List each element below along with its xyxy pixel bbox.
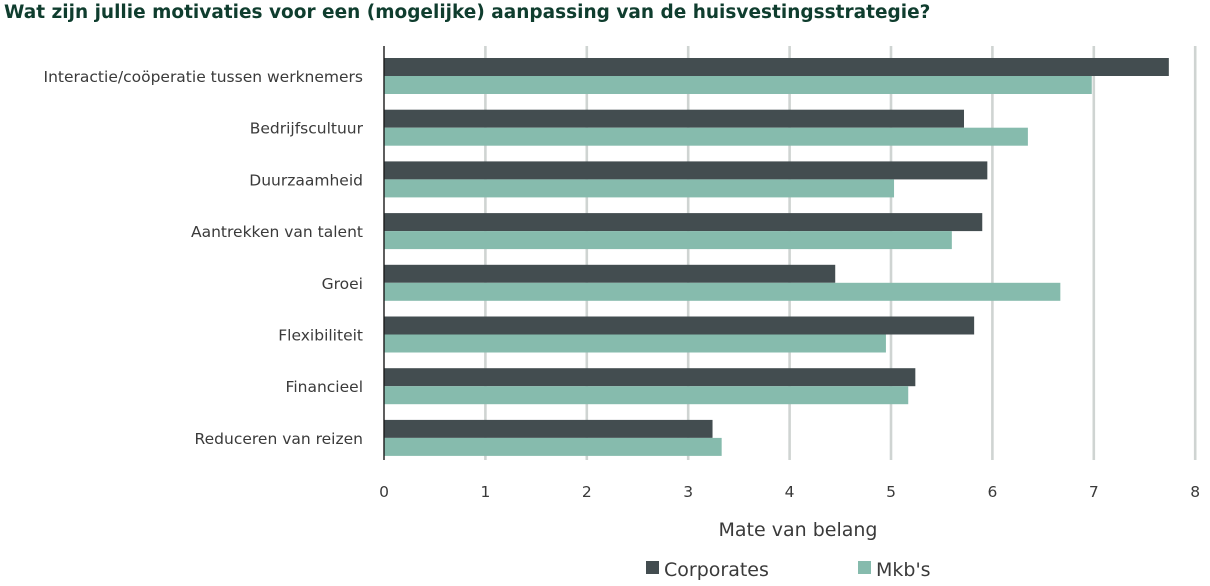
x-tick-label: 2: [582, 483, 592, 501]
bar-corporates: [384, 58, 1169, 76]
bar-corporates: [384, 419, 713, 438]
legend: Corporates Mkb's: [646, 559, 931, 581]
bar-mkbs: [384, 76, 1092, 94]
bar-mkbs: [384, 127, 1028, 146]
bars: [384, 58, 1169, 456]
x-axis-title: Mate van belang: [719, 519, 878, 541]
category-label: Flexibiliteit: [278, 327, 363, 345]
bar-mkbs: [384, 282, 1061, 301]
x-tick-label: 3: [683, 483, 693, 501]
x-tick-label: 7: [1089, 483, 1099, 501]
legend-label: Corporates: [664, 559, 769, 581]
bar-mkbs: [384, 386, 909, 405]
bar-corporates: [384, 161, 988, 180]
x-tick-label: 8: [1190, 483, 1200, 501]
bar-corporates: [384, 264, 836, 283]
x-tick-label: 1: [480, 483, 490, 501]
bar-mkbs: [384, 231, 952, 250]
bar-corporates: [384, 109, 965, 128]
category-label: Groei: [322, 275, 363, 293]
legend-label: Mkb's: [876, 559, 931, 581]
bar-corporates: [384, 213, 983, 232]
category-label: Bedrijfscultuur: [250, 120, 364, 138]
x-tick-label: 6: [987, 483, 997, 501]
bar-mkbs: [384, 179, 895, 198]
category-label: Financieel: [286, 378, 363, 396]
bar-mkbs: [384, 334, 886, 353]
legend-swatch: [858, 561, 871, 574]
chart-title: Wat zijn jullie motivaties voor een (mog…: [4, 2, 931, 23]
x-tick-label: 4: [785, 483, 795, 501]
x-tick-label: 5: [886, 483, 896, 501]
bar-mkbs: [384, 437, 722, 456]
category-label: Duurzaamheid: [249, 171, 363, 189]
category-label: Reduceren van reizen: [195, 430, 363, 448]
category-label: Interactie/coöperatie tussen werknemers: [44, 68, 363, 86]
bar-corporates: [384, 316, 975, 335]
x-tick-labels: 0 1 2 3 4 5 6 7 8: [379, 483, 1200, 501]
category-label: Aantrekken van talent: [191, 223, 363, 241]
x-tick-label: 0: [379, 483, 389, 501]
category-labels: Interactie/coöperatie tussen werknemers B…: [44, 68, 364, 448]
bar-corporates: [384, 368, 916, 387]
legend-swatch: [646, 561, 659, 574]
